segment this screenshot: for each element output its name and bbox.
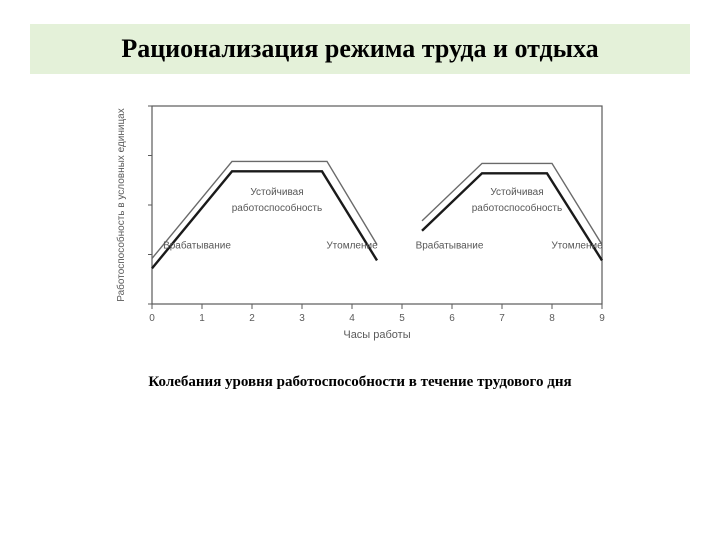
svg-text:2: 2 [249,313,255,324]
svg-text:Врабатывание: Врабатывание [163,240,231,252]
chart-container: 0 1 2 3 4 5 6 7 8 9 Часы работы Работоспособность в… [110,96,610,346]
svg-text:9: 9 [599,313,605,324]
page-title: Рационализация режима труда и отдыха [44,34,676,64]
svg-text:Врабатывание: Врабатывание [416,240,484,252]
svg-text:Устойчивая: Устойчивая [490,187,543,198]
chart-caption: Колебания уровня работоспособности в теч… [30,374,690,391]
svg-text:работоспособность: работоспособность [472,202,562,214]
svg-text:1: 1 [199,313,205,324]
svg-text:3: 3 [299,313,305,324]
performance-chart: 0 1 2 3 4 5 6 7 8 9 Часы работы Работоспособность в… [110,96,610,346]
svg-text:4: 4 [349,313,355,324]
svg-text:5: 5 [399,313,405,324]
svg-text:Утомление: Утомление [551,241,603,252]
title-banner: Рационализация режима труда и отдыха [30,24,690,74]
svg-text:Работоспособность в условных е: Работоспособность в условных единицах [115,108,127,301]
svg-text:0: 0 [149,313,155,324]
svg-text:Часы работы: Часы работы [343,329,410,341]
svg-text:Устойчивая: Устойчивая [250,187,303,198]
svg-text:6: 6 [449,313,455,324]
svg-text:8: 8 [549,313,555,324]
svg-text:работоспособность: работоспособность [232,202,322,214]
svg-text:7: 7 [499,313,505,324]
slide: Рационализация режима труда и отдыха 0 1 2… [0,0,720,540]
svg-text:Утомление: Утомление [326,241,378,252]
